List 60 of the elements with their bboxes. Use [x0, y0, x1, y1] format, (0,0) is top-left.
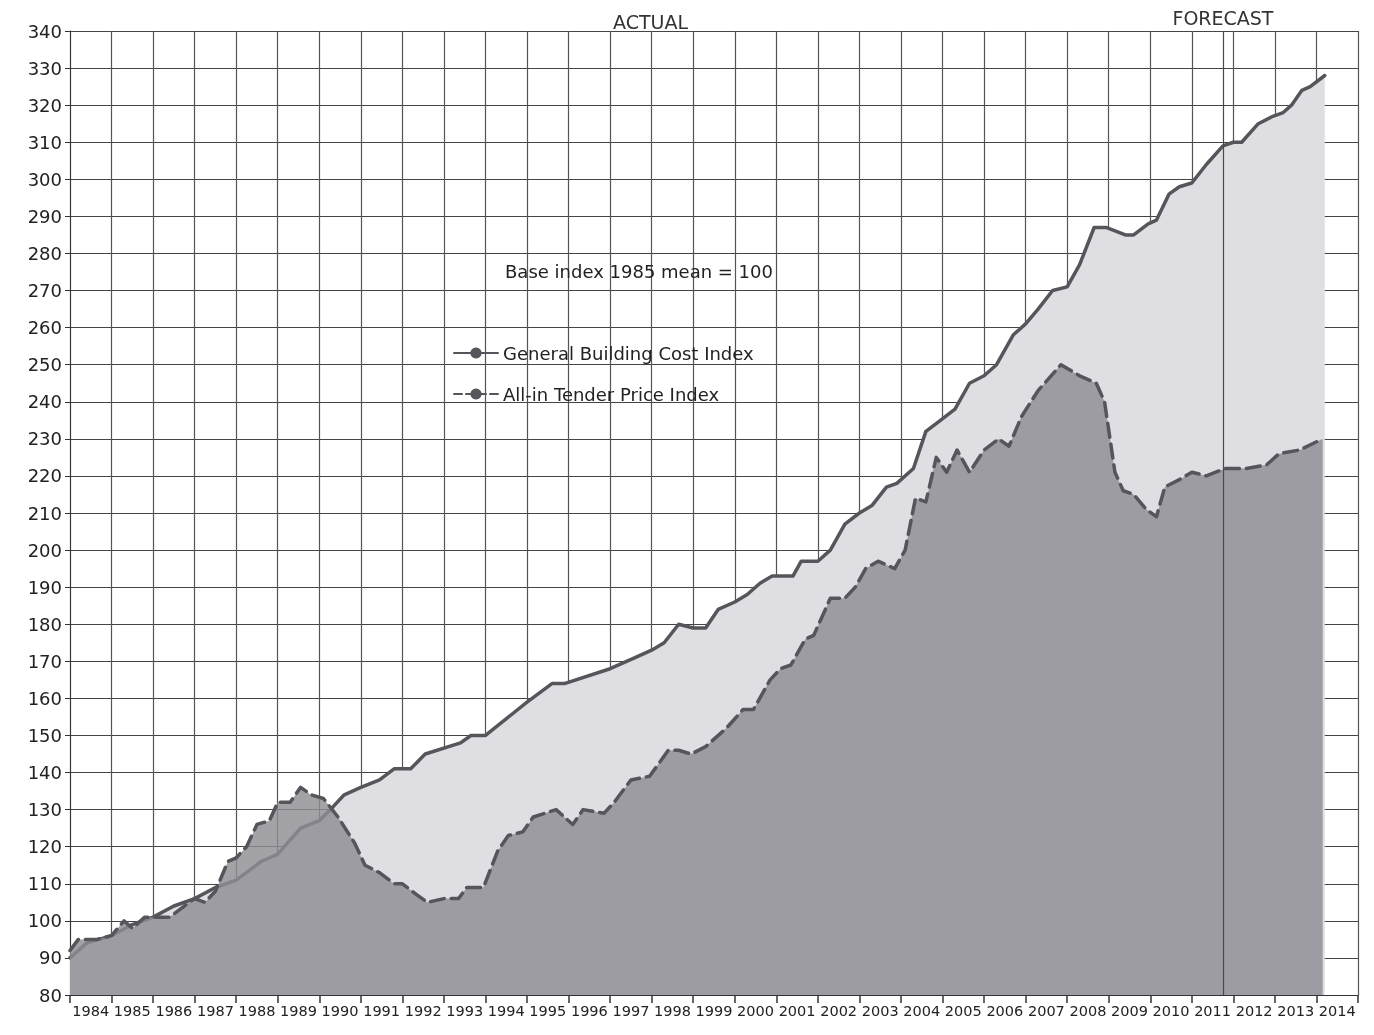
x-tick-label: 1985 — [113, 1002, 151, 1019]
y-tick-label: 250 — [27, 354, 62, 376]
x-tick-label: 2014 — [1318, 1002, 1356, 1019]
y-tick-label: 120 — [27, 836, 62, 858]
x-tick-label: 1994 — [487, 1002, 525, 1019]
y-tick-label: 140 — [27, 762, 62, 784]
x-tick-label: 1992 — [404, 1002, 442, 1019]
y-tick-label: 270 — [27, 280, 62, 302]
y-tick-label: 320 — [27, 94, 62, 116]
x-tick-label: 1984 — [72, 1002, 110, 1019]
x-tick-label: 2000 — [737, 1002, 774, 1019]
x-tick-label: 1998 — [654, 1002, 691, 1019]
x-tick-label: 2009 — [1111, 1002, 1148, 1019]
x-tick-label: 1987 — [196, 1002, 234, 1019]
y-tick-label: 260 — [27, 317, 62, 339]
y-tick-label: 80 — [39, 984, 62, 1006]
y-tick-label: 150 — [27, 724, 62, 746]
x-tick-label: 2012 — [1235, 1002, 1273, 1019]
y-tick-label: 210 — [27, 502, 62, 524]
x-tick-label: 1995 — [529, 1002, 567, 1019]
x-tick-label: 2002 — [820, 1002, 858, 1019]
x-tick-label: 1991 — [363, 1002, 401, 1019]
y-tick-label: 220 — [27, 465, 62, 487]
annotation: ACTUAL — [613, 10, 689, 33]
y-tick-label: 330 — [27, 57, 62, 79]
x-tick-label: 1986 — [155, 1002, 193, 1019]
ref-line-label: FORECAST — [1172, 6, 1274, 29]
x-tick-label: 1993 — [446, 1002, 484, 1019]
x-tick-label: 2007 — [1027, 1002, 1065, 1019]
y-tick-label: 300 — [27, 168, 62, 190]
y-tick-label: 340 — [27, 20, 62, 42]
x-tick-label: 2011 — [1194, 1002, 1232, 1019]
x-tick-label: 1999 — [695, 1002, 733, 1019]
y-tick-label: 160 — [27, 687, 62, 709]
x-tick-label: 2006 — [986, 1002, 1024, 1019]
y-tick-label: 200 — [27, 539, 62, 561]
y-tick-label: 240 — [27, 391, 62, 413]
x-tick-label: 2001 — [778, 1002, 816, 1019]
x-tick-label: 1990 — [321, 1002, 359, 1019]
x-tick-label: 1988 — [238, 1002, 276, 1019]
x-tick-label: 2003 — [861, 1002, 899, 1019]
x-tick-label: 2004 — [903, 1002, 941, 1019]
x-tick-label: 2013 — [1277, 1002, 1315, 1019]
x-tick-label: 1989 — [280, 1002, 317, 1019]
x-tick-label: 2008 — [1069, 1002, 1107, 1019]
y-tick-label: 290 — [27, 205, 62, 227]
y-tick-label: 90 — [39, 947, 62, 969]
x-tick-label: 2005 — [944, 1002, 982, 1019]
y-tick-label: 100 — [27, 910, 62, 932]
y-tick-label: 180 — [27, 613, 62, 635]
y-tick-label: 230 — [27, 428, 62, 450]
y-tick-label: 170 — [27, 650, 62, 672]
y-tick-label: 190 — [27, 576, 62, 598]
x-tick-label: 1996 — [570, 1002, 608, 1019]
y-tick-label: 110 — [27, 873, 62, 895]
x-tick-label: 2010 — [1152, 1002, 1190, 1019]
y-tick-label: 130 — [27, 799, 62, 821]
y-tick-label: 310 — [27, 131, 62, 153]
y-tick-label: 280 — [27, 242, 62, 264]
x-tick-label: 1997 — [612, 1002, 650, 1019]
